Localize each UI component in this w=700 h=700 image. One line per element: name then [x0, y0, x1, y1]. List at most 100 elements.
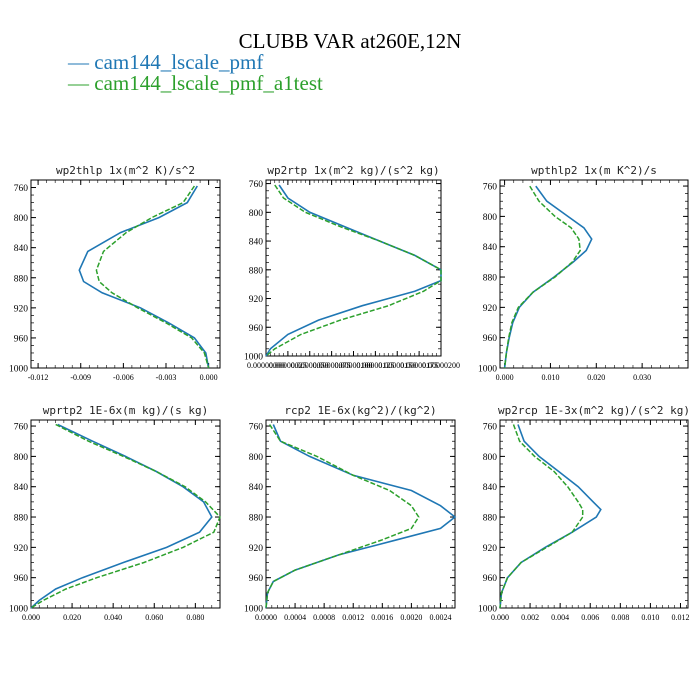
panel-1: wp2thlp 1x(m^2 K)/s^2 760 800 840 880 920 960 1…	[9, 164, 221, 382]
y-tick-label: 800	[483, 213, 498, 223]
x-tick-label: 0.060	[145, 613, 163, 622]
y-tick-label: 840	[483, 483, 498, 493]
panel-title: wp2rtp 1x(m^2 kg)/(s^2 kg)	[267, 164, 439, 177]
y-tick-label: 880	[483, 274, 498, 284]
y-tick-label: 960	[249, 324, 264, 334]
y-tick-label: 800	[483, 453, 498, 463]
x-tick-label: 0.00000000	[247, 361, 285, 370]
y-tick-label: 840	[14, 483, 29, 493]
x-tick-label: -0.009	[70, 373, 91, 382]
y-tick-label: 1000	[9, 605, 28, 615]
x-tick-label: 0.0020	[400, 613, 422, 622]
y-tick-label: 800	[14, 214, 29, 224]
y-tick-label: 1000	[244, 353, 263, 363]
x-tick-label: 0.0000	[255, 613, 277, 622]
y-tick-label: 920	[249, 544, 264, 554]
series-line-lscale-pmf	[265, 184, 442, 357]
series-line-lscale-pmf-a1test	[95, 185, 210, 369]
y-tick-label: 920	[14, 544, 29, 554]
x-tick-label: 0.010	[641, 613, 659, 622]
legend-label-2: cam144_lscale_pmf_a1test	[94, 71, 323, 95]
series-line-lscale-pmf	[30, 423, 213, 609]
series-line-lscale-pmf	[265, 424, 457, 609]
panel-6: wp2rcp 1E-3x(m^2 kg)/(s^2 kg)760 800 840 88…	[478, 404, 690, 622]
x-tick-label: 0.00000200	[422, 361, 460, 370]
series-line-lscale-pmf-a1test	[503, 185, 581, 369]
series-line-lscale-pmf	[499, 424, 602, 609]
y-tick-label: 760	[249, 423, 264, 433]
x-tick-label: -0.006	[113, 373, 134, 382]
y-tick-label: 840	[483, 243, 498, 253]
x-tick-label: 0.000	[200, 373, 218, 382]
x-tick-label: 0.00000150	[378, 361, 416, 370]
legend-item-2: — cam144_lscale_pmf_a1test	[68, 71, 323, 95]
x-tick-label: 0.00000175	[400, 361, 438, 370]
series-line-lscale-pmf-a1test	[499, 424, 584, 609]
plot-frame	[499, 419, 689, 609]
y-tick-label: 760	[14, 184, 29, 194]
panel-3: wpthlp2 1x(m K^2)/s 760 800 840 880 920 960 100…	[478, 164, 689, 382]
panel-title: wp2thlp 1x(m^2 K)/s^2	[56, 164, 195, 177]
panel-5: rcp2 1E-6x(kg^2)/(kg^2) 760 800 840 880 920 96…	[244, 404, 457, 622]
y-tick-label: 800	[14, 453, 29, 463]
series-line-lscale-pmf	[78, 185, 210, 369]
x-tick-label: 0.000	[22, 613, 40, 622]
x-tick-label: 0.008	[611, 613, 629, 622]
y-tick-label: 760	[249, 180, 264, 190]
x-tick-label: 0.00000125	[356, 361, 394, 370]
legend-label-1: cam144_lscale_pmf	[94, 50, 264, 74]
y-tick-label: 880	[14, 514, 29, 524]
series-line-lscale-pmf-a1test	[265, 424, 420, 609]
x-tick-label: 0.012	[671, 613, 689, 622]
x-tick-label: 0.0016	[371, 613, 393, 622]
panel-title: wpthlp2 1x(m K^2)/s	[531, 164, 657, 177]
x-tick-label: -0.012	[28, 373, 49, 382]
y-tick-label: 920	[483, 544, 498, 554]
y-tick-label: 880	[249, 514, 264, 524]
x-tick-label: 0.010	[541, 373, 559, 382]
plot-frame	[499, 179, 689, 369]
y-tick-label: 800	[249, 453, 264, 463]
y-tick-label: 760	[14, 423, 29, 433]
plot-frame	[265, 419, 456, 609]
x-tick-label: 0.020	[587, 373, 605, 382]
x-tick-label: 0.0004	[284, 613, 306, 622]
x-tick-label: 0.030	[633, 373, 651, 382]
y-tick-label: 880	[14, 274, 29, 284]
y-tick-label: 1000	[9, 365, 28, 375]
panel-2: wp2rtp 1x(m^2 kg)/(s^2 kg)760 800 840 880 92…	[244, 164, 460, 370]
panel-4: wprtp2 1E-6x(m kg)/(s kg) 760 800 840 880 920…	[9, 404, 221, 622]
x-tick-label: 0.000	[496, 373, 514, 382]
x-tick-label: 0.006	[581, 613, 599, 622]
y-tick-label: 960	[14, 574, 29, 584]
x-tick-label: 0.000	[491, 613, 509, 622]
series-line-lscale-pmf	[503, 185, 593, 369]
x-tick-label: 0.040	[104, 613, 122, 622]
legend-item-1: — cam144_lscale_pmf	[68, 50, 264, 74]
y-tick-label: 1000	[478, 365, 497, 375]
x-tick-label: 0.00000100	[335, 361, 373, 370]
y-tick-label: 760	[483, 183, 498, 193]
y-tick-label: 960	[483, 334, 498, 344]
y-tick-label: 760	[483, 423, 498, 433]
y-tick-label: 920	[249, 295, 264, 305]
y-tick-label: 960	[483, 574, 498, 584]
y-tick-label: 1000	[244, 605, 263, 615]
x-tick-label: 0.002	[521, 613, 539, 622]
y-tick-label: 840	[14, 244, 29, 254]
x-tick-label: 0.0012	[342, 613, 364, 622]
x-tick-label: 0.0024	[429, 613, 451, 622]
y-tick-label: 800	[249, 209, 264, 219]
x-tick-label: -0.003	[156, 373, 177, 382]
y-tick-label: 920	[483, 304, 498, 314]
y-tick-label: 840	[249, 238, 264, 248]
y-tick-label: 880	[249, 266, 264, 276]
x-tick-label: 0.080	[186, 613, 204, 622]
y-tick-label: 1000	[478, 605, 497, 615]
plot-frame	[265, 179, 442, 357]
x-tick-label: 0.00000025	[269, 361, 307, 370]
x-tick-label: 0.00000075	[313, 361, 351, 370]
series-line-lscale-pmf-a1test	[265, 184, 442, 357]
x-tick-label: 0.020	[63, 613, 81, 622]
